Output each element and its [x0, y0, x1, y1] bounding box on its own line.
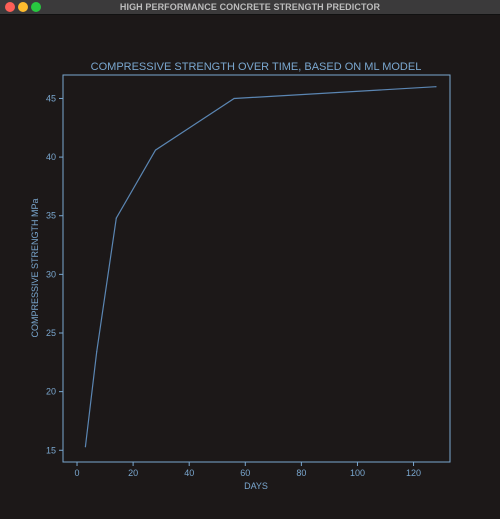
- x-tick-label: 80: [296, 468, 306, 478]
- y-axis: 15 20 25 30 35 40 45: [46, 93, 63, 455]
- close-window-button[interactable]: [5, 2, 15, 12]
- y-tick-label: 40: [46, 152, 56, 162]
- x-axis: 0 20 40 60 80 100 120: [75, 462, 421, 478]
- y-tick-label: 20: [46, 387, 56, 397]
- data-point: [115, 217, 117, 219]
- strength-chart: COMPRESSIVE STRENGTH OVER TIME, BASED ON…: [30, 61, 451, 491]
- window-title: HIGH PERFORMANCE CONCRETE STRENGTH PREDI…: [119, 2, 381, 12]
- x-tick-label: 100: [350, 468, 365, 478]
- x-tick-label: 20: [128, 468, 138, 478]
- data-point: [233, 97, 235, 100]
- minimize-window-button[interactable]: [18, 2, 28, 12]
- y-tick-label: 30: [46, 269, 56, 279]
- x-tick-label: 40: [184, 468, 194, 478]
- series-layer: [84, 86, 437, 448]
- x-tick-label: 120: [406, 468, 421, 478]
- data-point: [84, 446, 87, 448]
- data-point: [154, 149, 157, 151]
- y-tick-label: 45: [46, 93, 56, 103]
- plot-frame: [62, 74, 451, 463]
- data-point: [96, 351, 98, 353]
- x-tick-label: 0: [75, 468, 80, 478]
- y-tick-label: 25: [46, 328, 56, 338]
- x-tick-label: 60: [240, 468, 250, 478]
- chart-area: COMPRESSIVE STRENGTH OVER TIME, BASED ON…: [0, 15, 500, 519]
- y-axis-label: COMPRESSIVE STRENGTH MPa: [30, 198, 40, 337]
- title-bar[interactable]: HIGH PERFORMANCE CONCRETE STRENGTH PREDI…: [0, 0, 500, 15]
- y-tick-label: 15: [46, 445, 56, 455]
- y-tick-label: 35: [46, 211, 56, 221]
- series-line-0: [84, 86, 437, 447]
- chart-title: COMPRESSIVE STRENGTH OVER TIME, BASED ON…: [91, 61, 422, 73]
- data-point: [435, 86, 437, 88]
- zoom-window-button[interactable]: [31, 2, 41, 12]
- x-axis-label: DAYS: [244, 481, 268, 491]
